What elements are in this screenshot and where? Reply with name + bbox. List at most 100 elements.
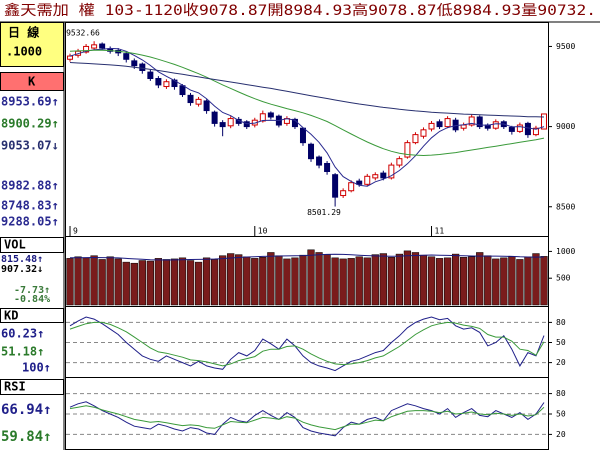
volume-bar [259,257,267,306]
volume-bar [106,256,114,306]
candle-body [348,182,355,192]
kd-label: KD [4,309,18,323]
kd-value: 100↑ [22,361,51,375]
candle-body [508,126,515,132]
candle-body [187,94,194,104]
indicator-line [69,47,545,187]
k-value: 8982.88↑ [1,179,59,193]
rsi-label: RSI [4,380,26,394]
indicator-line [69,253,545,261]
candle-body [492,121,499,129]
x-tick-label: 10 [258,227,268,236]
volume-bar [355,256,363,306]
volume-bar [307,249,315,306]
volume-bar [275,255,283,306]
indicator-line [69,49,545,157]
x-tick-label: 11 [435,227,445,236]
candle-body [340,190,347,197]
volume-bar [299,254,307,306]
candle-body [324,162,331,172]
candle-body [532,127,539,136]
vol-label: VOL [4,238,26,252]
candle-body [444,118,451,128]
candle-body [436,121,443,128]
volume-bar [114,258,122,306]
k-value: 8953.69↑ [1,95,59,109]
x-tick-label: 9 [73,227,78,236]
volume-bar [387,257,395,306]
candle-body [211,111,218,124]
volume-bar [90,255,98,306]
volume-bar [435,258,444,306]
volume-bar [235,254,243,306]
candle-body [372,174,379,179]
candle-body [396,158,403,166]
volume-bar [500,257,508,306]
indicator-line [69,405,545,431]
indicator-line [69,62,545,118]
volume-bar [484,255,492,306]
candle-body [356,180,363,185]
candle-body [139,63,146,71]
volume-bar [291,257,299,306]
volume-bar [451,253,460,306]
candle-body [67,55,74,60]
volume-bar [251,258,259,306]
volume-bar [283,258,291,306]
volume-bar [460,257,468,306]
volume-bar [379,253,387,306]
candle-body [91,44,98,49]
candle-body [203,100,210,112]
candle-body [316,156,323,166]
candle-body [476,116,483,128]
low-annotation: 8501.29 [307,208,341,217]
candle-body [388,164,395,179]
volume-bar [178,257,187,306]
vol-value: -0.84% [14,294,50,305]
volume-bar [122,261,130,306]
volume-bar [476,252,484,306]
candle-body [219,122,226,128]
volume-bar [267,252,275,306]
volume-bar [347,258,355,306]
volume-bar [98,259,106,306]
kd-value: 60.23↑ [1,327,44,341]
volume-bar [492,258,500,306]
volume-bar [331,257,339,306]
vol-value: 815.48↑ [1,254,43,265]
candle-body [524,122,531,136]
candle-body [428,122,435,130]
volume-bar [130,262,138,306]
y-tick-label: 20 [556,358,566,367]
y-tick-label: 9000 [556,122,575,131]
candle-body [364,175,371,185]
volume-bar [202,257,211,306]
volume-bar [138,260,146,306]
candle-body [155,78,162,86]
candle-body [308,143,315,160]
volume-bar [395,253,404,306]
candle-body [460,124,467,129]
y-tick-label: 500 [556,274,571,283]
candle-body [299,127,306,144]
vol-value: -7.73↑ [14,285,50,296]
volume-bar [146,260,154,306]
volume-bar [210,259,219,306]
volume-bar [411,252,420,306]
candle-body [404,142,411,158]
y-tick-label: 80 [556,318,566,327]
y-tick-label: 9500 [556,42,575,51]
candle-body [332,174,339,198]
candle-body [540,113,547,130]
high-annotation: 9532.66 [66,29,100,38]
y-tick-label: 8500 [556,202,575,211]
candle-body [195,98,202,105]
header-title: 鑫天需加 權 103-1120收9078.87開8984.93高9078.87低… [4,2,596,19]
candle-body [147,71,154,80]
volume-bar [162,259,171,306]
volume-bar [170,258,179,306]
k-value: 8900.29↑ [1,117,59,131]
candle-body [259,113,266,122]
volume-bar [74,256,82,306]
